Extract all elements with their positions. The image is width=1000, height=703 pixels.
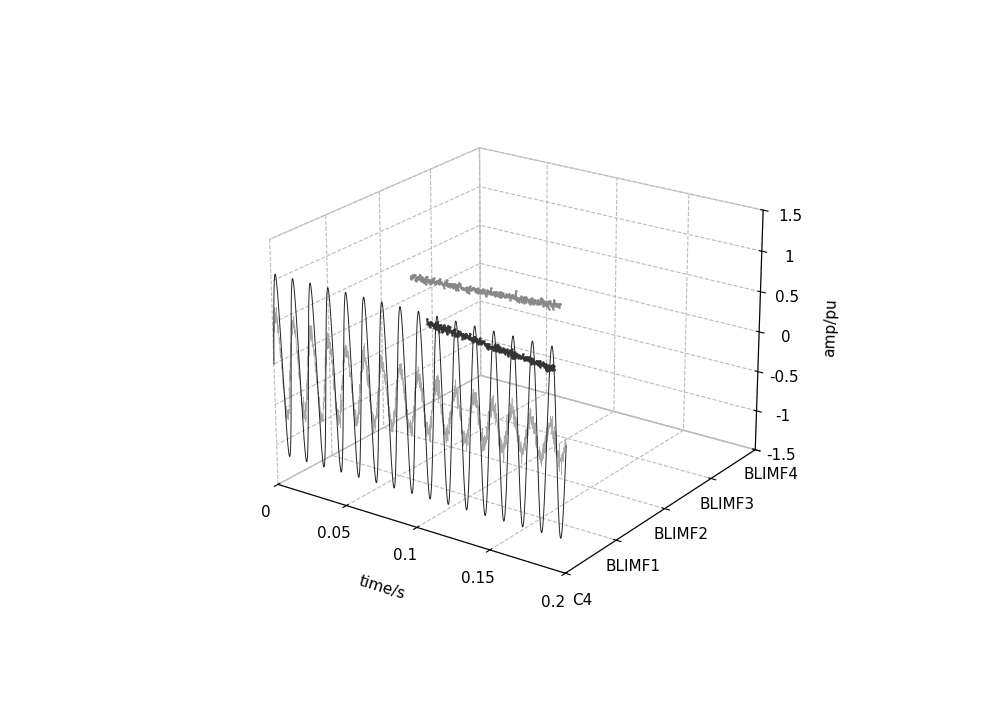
X-axis label: time/s: time/s (357, 574, 407, 602)
